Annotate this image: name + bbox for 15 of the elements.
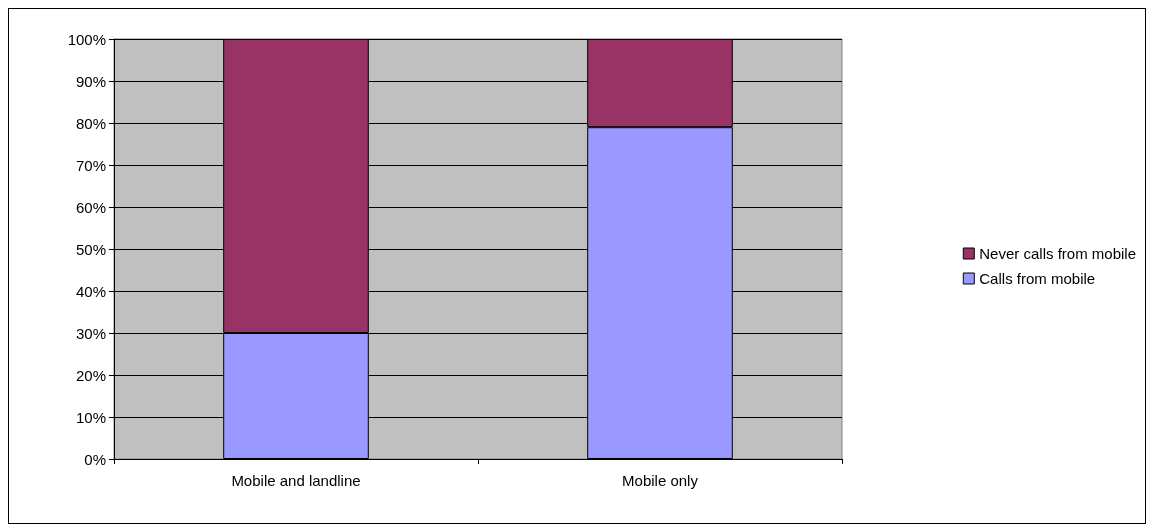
y-tick-label: 70% xyxy=(75,156,106,174)
x-tick-label: Mobile and landline xyxy=(231,472,361,489)
y-tick-label: 50% xyxy=(75,240,106,258)
y-tick-label: 10% xyxy=(75,408,106,426)
y-tick-label: 40% xyxy=(75,282,106,300)
y-tick-label: 0% xyxy=(84,450,106,468)
y-tick-label: 90% xyxy=(75,72,106,90)
legend-label: Never calls from mobile xyxy=(979,245,1137,262)
y-tick-label: 30% xyxy=(75,324,106,342)
y-tick-label: 60% xyxy=(75,198,106,216)
y-tick-label: 20% xyxy=(75,366,106,384)
y-tick-label: 100% xyxy=(67,30,106,48)
legend-label: Calls from mobile xyxy=(979,270,1096,287)
y-tick-label: 80% xyxy=(75,114,106,132)
x-tick-label: Mobile only xyxy=(622,472,699,489)
